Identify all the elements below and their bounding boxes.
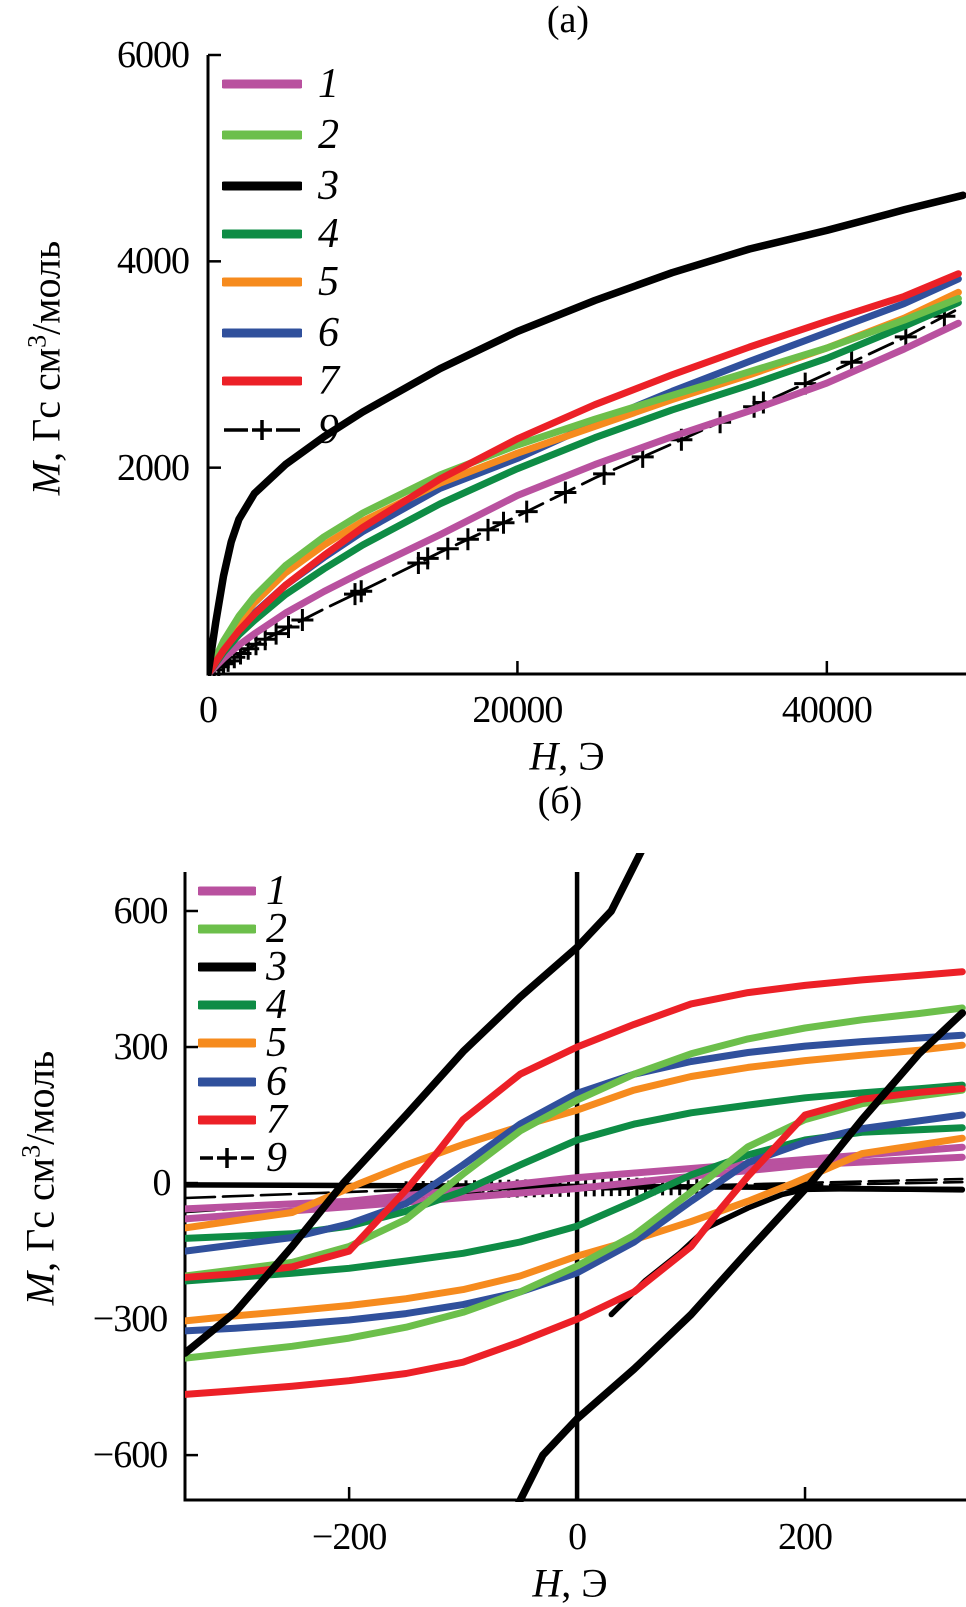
- panel-a-x-tick-label: 20000: [472, 689, 563, 731]
- panel-b-x-tick-label: 200: [778, 1516, 833, 1558]
- panel-b-xlabel-symbol: H: [532, 1560, 562, 1606]
- panel-a-ylabel-units: , Гс см: [23, 347, 69, 462]
- curve-7-lower-panel-b: [185, 1085, 966, 1398]
- panel-a-xlabel-units: , Э: [558, 733, 605, 779]
- curve-5-upper-panel-b: [185, 1041, 966, 1232]
- panel-b-x-axis-label: H, Э: [532, 1560, 607, 1607]
- legend-line-swatch: [222, 130, 302, 140]
- legend-label-4: 4: [318, 211, 339, 257]
- panel-b-y-tick-label: 300: [113, 1026, 169, 1069]
- legend-line-swatch: [222, 79, 302, 89]
- panel-a-x-tick-label: 40000: [781, 689, 873, 731]
- curve-2-panel-a: [208, 295, 962, 676]
- curve-9-panel-a: [208, 307, 960, 676]
- panel-b-ylabel-post: /моль: [17, 1050, 63, 1145]
- panel-a-y-tick-label: 2000: [117, 446, 190, 489]
- panel-a: [206, 53, 966, 676]
- curve-6-lower-panel-b: [185, 1111, 966, 1335]
- legend-line-swatch: [198, 962, 256, 972]
- legend-line-swatch: [198, 1000, 256, 1010]
- legend-label-5: 5: [318, 259, 339, 305]
- legend-label-7: 7: [266, 1097, 287, 1143]
- panel-a-y-tick-label: 6000: [117, 34, 190, 76]
- legend-label-3: 3: [318, 163, 339, 209]
- panel-b: [183, 853, 966, 1502]
- curve-1-upper-panel-b: [185, 1143, 966, 1213]
- legend-line-swatch: [198, 1115, 256, 1125]
- legend-label-4: 4: [266, 982, 287, 1028]
- plus-markers-9-panel-a: [208, 305, 956, 676]
- legend-label-2: 2: [318, 112, 339, 158]
- curve-7-panel-a: [208, 270, 962, 676]
- curve-1-lower-panel-b: [185, 1153, 966, 1223]
- panel-a-ylabel-post: /моль: [23, 240, 69, 335]
- legend-label-7: 7: [318, 358, 339, 404]
- curve-1-panel-a: [208, 319, 962, 676]
- legend-label-1: 1: [266, 868, 287, 914]
- panel-b-y-axis-label: M, Гс см3/моль: [16, 1051, 63, 1305]
- panel-b-y-tick-label: −300: [92, 1298, 168, 1341]
- legend-dash-plus-swatch: [200, 1148, 254, 1168]
- legend-line-swatch: [198, 924, 256, 934]
- panel-b-y-tick-label: 600: [113, 889, 169, 932]
- panel-a-y-tick-label: 4000: [117, 240, 190, 283]
- panel-b-y-tick-label: 0: [152, 1162, 172, 1205]
- panel-b-x-tick-label: −200: [311, 1516, 387, 1558]
- curve-3-descending-panel-b: [185, 853, 645, 1357]
- legend-line-swatch: [198, 886, 256, 896]
- panel-a-title: (а): [546, 0, 590, 41]
- curve-3-ascending-panel-b: [515, 1009, 966, 1502]
- panel-a-ylabel-symbol: M: [23, 461, 69, 496]
- panel-b-ylabel-symbol: M: [17, 1271, 63, 1306]
- panel-b-title: (б): [537, 780, 583, 822]
- legend-line-swatch: [222, 229, 302, 239]
- panel-b-ylabel-units: , Гс см: [17, 1157, 63, 1272]
- legend-label-1: 1: [318, 61, 339, 107]
- legend-line-swatch: [222, 181, 302, 191]
- legend-line-swatch: [222, 277, 302, 287]
- legend-line-swatch: [198, 1038, 256, 1048]
- legend-label-9: 9: [318, 407, 339, 453]
- legend-label-6: 6: [318, 310, 339, 356]
- legend-dash-plus-swatch: [224, 420, 300, 440]
- panel-b-ylabel-sup: 3: [16, 1144, 46, 1158]
- panel-a-xlabel-symbol: H: [529, 733, 559, 779]
- panel-a-ylabel-sup: 3: [22, 334, 52, 348]
- legend-line-swatch: [222, 376, 302, 386]
- legend-label-9: 9: [266, 1135, 287, 1181]
- curve-5-lower-panel-b: [185, 1134, 966, 1325]
- panel-b-xlabel-units: , Э: [561, 1560, 608, 1606]
- panel-a-x-tick-label: 0: [199, 689, 218, 731]
- legend-label-6: 6: [266, 1059, 287, 1105]
- panel-a-y-axis-label: M, Гс см3/моль: [22, 241, 69, 495]
- legend-line-swatch: [198, 1077, 256, 1087]
- legend-line-swatch: [222, 328, 302, 338]
- panel-b-x-tick-label: 0: [568, 1516, 587, 1558]
- legend-label-5: 5: [266, 1020, 287, 1066]
- panel-b-y-tick-label: −600: [92, 1434, 168, 1477]
- legend-label-3: 3: [266, 944, 287, 990]
- panel-a-x-axis-label: H, Э: [529, 733, 604, 780]
- legend-label-2: 2: [266, 906, 287, 952]
- curve-3-panel-a: [208, 191, 966, 676]
- curve-7-upper-panel-b: [185, 968, 966, 1281]
